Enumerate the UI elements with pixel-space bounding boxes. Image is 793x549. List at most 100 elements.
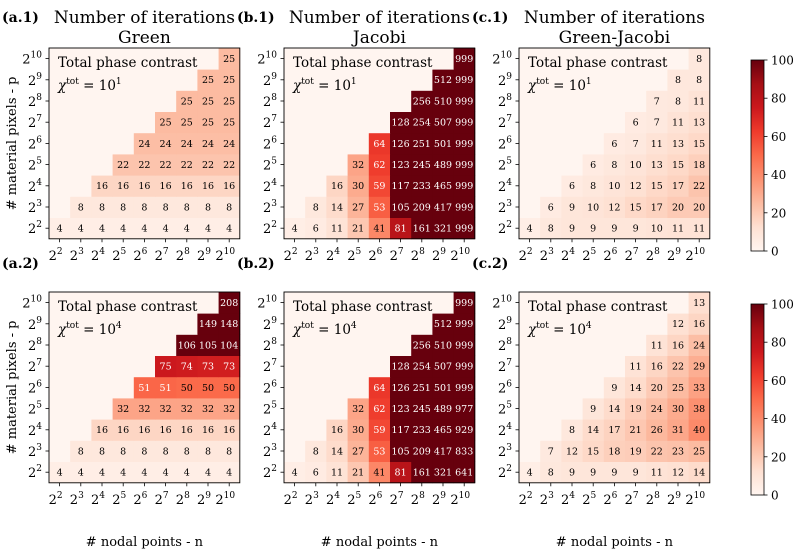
cell-value: 25	[693, 446, 705, 457]
tick-exponent: 3	[548, 247, 554, 257]
tick-exponent: 2	[292, 247, 298, 257]
tick-base: 2	[519, 249, 527, 264]
heatmap-cell	[603, 175, 626, 197]
cell-value: 209	[413, 202, 431, 213]
chi-superscript: tot	[536, 77, 549, 87]
heatmap-cell	[667, 398, 689, 420]
empty-cell	[284, 175, 306, 197]
colorbar-tick-label: 60	[771, 374, 786, 388]
cell-value: 30	[352, 425, 364, 436]
cell-value: 929	[455, 425, 473, 436]
tick-exponent: 10	[694, 491, 706, 501]
heatmap-cell	[432, 355, 454, 378]
tick-exponent: 4	[36, 422, 42, 432]
tick-base: 2	[492, 53, 500, 68]
cell-value: 20	[693, 202, 705, 213]
cell-value: 977	[455, 404, 473, 415]
tick-exponent: 2	[36, 464, 42, 474]
cell-value: 489	[434, 160, 452, 171]
tick-exponent: 5	[506, 401, 512, 411]
heatmap-cell	[390, 154, 412, 176]
heatmap-cell	[453, 111, 476, 134]
cell-value: 999	[455, 383, 473, 394]
heatmap-cell	[432, 90, 454, 112]
cell-value: 4	[292, 224, 298, 235]
heatmap-cell	[218, 292, 241, 314]
cell-value: 4	[57, 224, 63, 235]
heatmap-cell	[582, 175, 605, 197]
tick-exponent: 3	[36, 443, 42, 453]
x-tick-label: 210	[450, 247, 470, 264]
contrast-exponent: 4	[116, 321, 122, 331]
heatmap-cell	[368, 419, 391, 441]
cell-value: 22	[160, 160, 172, 171]
heatmap-cell	[688, 440, 711, 462]
tick-exponent: 4	[334, 491, 340, 501]
empty-cell	[284, 313, 306, 335]
cell-value: 4	[99, 224, 105, 235]
y-tick-label: 29	[263, 72, 277, 89]
x-tick-label: 210	[685, 247, 705, 264]
tick-base: 2	[492, 297, 500, 312]
heatmap-cell	[625, 217, 647, 240]
empty-cell	[582, 132, 605, 155]
tick-base: 2	[498, 137, 506, 152]
tick-exponent: 3	[271, 443, 277, 453]
cell-value: 10	[651, 224, 663, 235]
heatmap-cell	[218, 48, 241, 70]
tick-base: 2	[263, 159, 271, 174]
empty-cell	[305, 175, 327, 197]
heatmap-cell	[688, 196, 711, 218]
heatmap-cell	[411, 440, 433, 462]
y-tick-label: 27	[498, 358, 512, 375]
cell-value: 16	[160, 425, 172, 436]
heatmap-cell	[197, 376, 219, 399]
tick-base: 2	[390, 493, 398, 508]
tick-exponent: 7	[398, 247, 404, 257]
y-tick-label: 23	[28, 443, 42, 460]
cell-value: 11	[651, 139, 663, 150]
empty-cell	[411, 313, 433, 335]
heatmap-cell	[326, 217, 348, 240]
cell-value: 73	[223, 362, 235, 373]
empty-cell	[519, 334, 541, 356]
heatmap-panel: (c.2)4 8 9 9 9 9 11 12 147 12 15 18 19 22 23 258 14 17 21 2…	[472, 256, 711, 549]
heatmap-cell	[218, 419, 241, 441]
heatmap-cell	[688, 355, 711, 378]
empty-cell	[70, 334, 92, 356]
empty-cell	[390, 334, 412, 356]
y-tick-label: 210	[492, 295, 512, 312]
colorbar-tick-label: 80	[771, 92, 786, 106]
panel-tag: (a.1)	[2, 10, 39, 26]
tick-exponent: 8	[506, 337, 512, 347]
heatmap-cell	[112, 196, 135, 218]
colorbar: 0 20 40 60 80 100	[750, 298, 793, 503]
empty-cell	[49, 132, 71, 155]
cell-value: 11	[651, 340, 663, 351]
heatmap-cell	[218, 69, 241, 91]
heatmap-cell	[390, 217, 412, 240]
y-tick-label: 26	[263, 379, 277, 396]
heatmap-cell	[646, 111, 668, 134]
tick-exponent: 2	[527, 491, 533, 501]
cell-value: 8	[696, 54, 702, 65]
cell-value: 6	[569, 181, 575, 192]
heatmap-cell	[176, 217, 198, 240]
tick-base: 2	[368, 493, 376, 508]
empty-cell	[49, 292, 71, 314]
cell-value: 19	[630, 404, 642, 415]
empty-cell	[582, 90, 605, 112]
x-tick-label: 28	[176, 247, 190, 264]
y-tick-label: 28	[28, 93, 42, 110]
empty-cell	[176, 313, 198, 335]
heatmap-cell	[197, 440, 219, 462]
tick-base: 2	[498, 445, 506, 460]
empty-cell	[112, 132, 135, 155]
tick-base: 2	[284, 249, 292, 264]
heatmap-cell	[218, 196, 241, 218]
heatmap-cell	[667, 132, 689, 155]
cell-value: 24	[223, 139, 235, 150]
contrast-equals: = 10	[314, 322, 351, 338]
y-tick-label: 26	[498, 135, 512, 152]
